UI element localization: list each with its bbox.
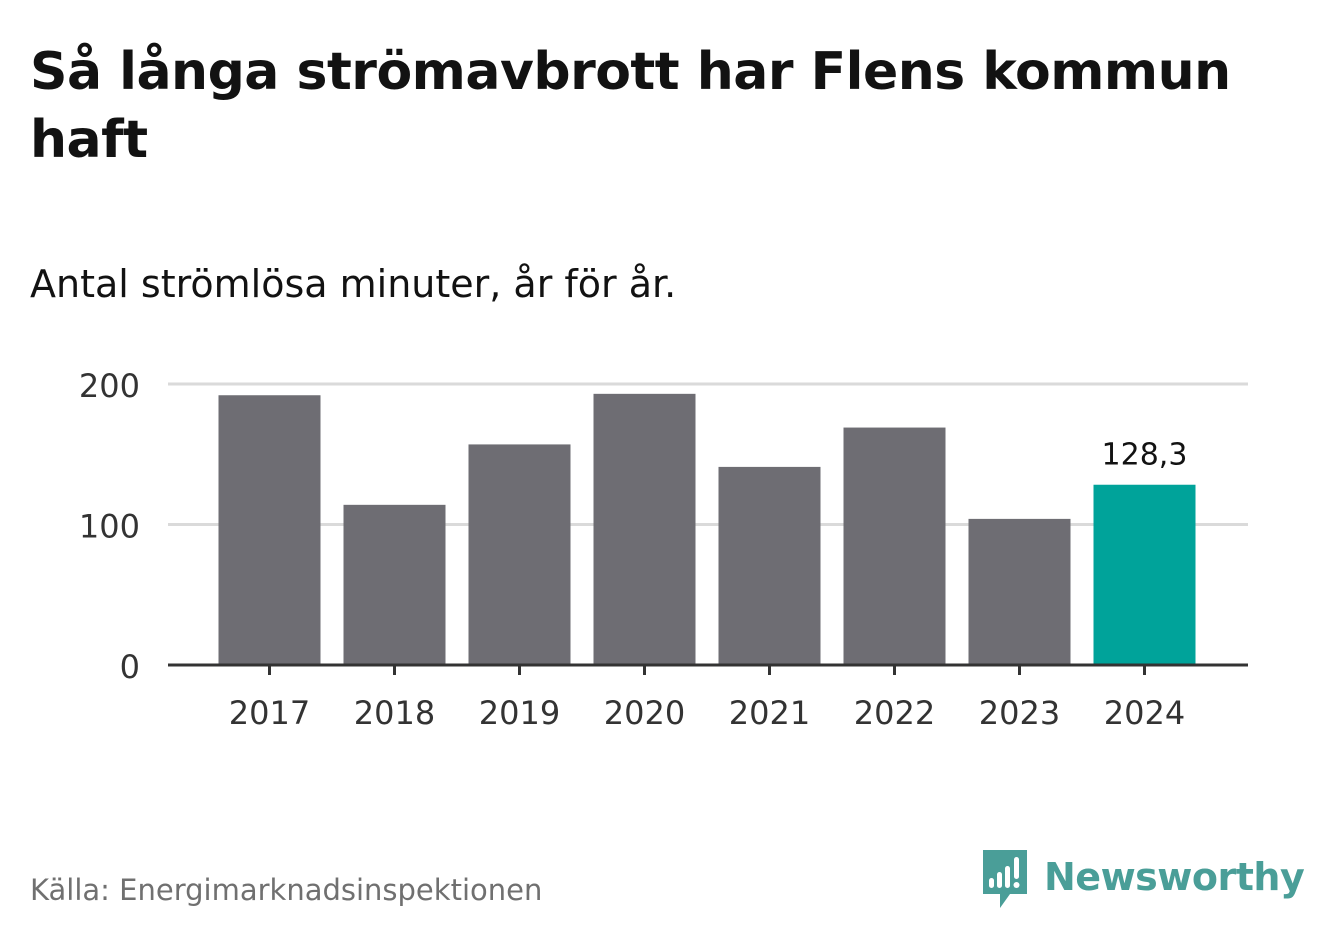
y-tick-label: 100 <box>79 508 140 546</box>
bar <box>218 395 321 665</box>
bar-chart: 0 100 200 128,3 2017 2018 2019 2020 2021 2022 2023… <box>79 367 1248 732</box>
source-note: Källa: Energimarknadsinspektionen <box>30 873 543 907</box>
bar <box>468 444 571 665</box>
bar <box>718 466 821 665</box>
bar-highlighted <box>1093 484 1196 665</box>
newsworthy-logo-icon <box>983 850 1027 908</box>
chart-title: Så långa strömavbrott har Flens kommun h… <box>30 42 1231 170</box>
chart-subtitle: Antal strömlösa minuter, år för år. <box>30 262 677 306</box>
bar <box>968 518 1071 665</box>
x-tick-label: 2020 <box>604 694 685 732</box>
x-tick-label: 2018 <box>354 694 435 732</box>
brand-name: Newsworthy <box>1044 855 1305 899</box>
x-tick-label: 2022 <box>854 694 935 732</box>
x-tick-label: 2023 <box>979 694 1060 732</box>
x-tick-label: 2019 <box>479 694 560 732</box>
y-tick-label: 0 <box>120 648 140 686</box>
y-tick-label: 200 <box>79 367 140 405</box>
data-label: 128,3 <box>1102 438 1188 473</box>
newsworthy-logo: Newsworthy <box>980 848 1305 910</box>
x-tick-label: 2021 <box>729 694 810 732</box>
bar <box>843 427 946 665</box>
bar <box>593 393 696 665</box>
bar <box>343 504 446 665</box>
x-tick-label: 2017 <box>229 694 310 732</box>
x-tick-label: 2024 <box>1104 694 1185 732</box>
